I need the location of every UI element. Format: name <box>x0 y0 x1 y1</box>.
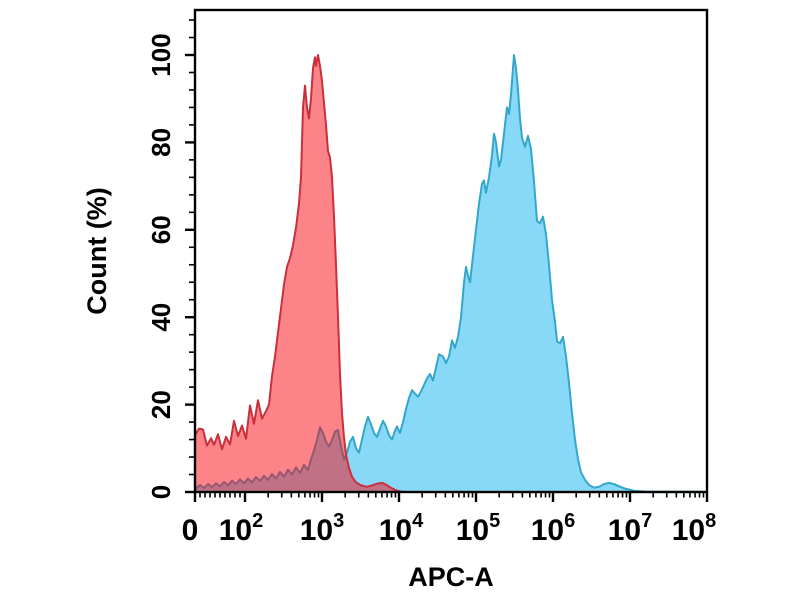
y-tick-label: 100 <box>146 33 176 76</box>
x-tick-label: 106 <box>531 510 576 547</box>
y-tick-label: 80 <box>146 128 176 157</box>
histogram-curves <box>194 54 708 493</box>
y-tick-label: 60 <box>146 215 176 244</box>
y-tick-label: 40 <box>146 303 176 332</box>
x-tick-label: 107 <box>608 510 653 547</box>
red-histogram-curve <box>194 54 407 493</box>
y-axis-ticks: 0 20 40 60 80 100 <box>146 19 195 499</box>
x-tick-label: 102 <box>219 510 264 547</box>
plot-frame <box>193 8 709 494</box>
x-tick-label: 0 <box>182 514 199 547</box>
y-axis-title: Count (%) <box>82 187 112 314</box>
x-tick-label: 103 <box>300 510 345 547</box>
y-tick-label: 20 <box>146 390 176 419</box>
x-axis-title: APC-A <box>408 562 494 592</box>
x-tick-label: 108 <box>672 510 717 547</box>
x-axis-ticks: 0 102 103 104 105 106 107 108 <box>182 492 717 547</box>
x-tick-label: 105 <box>456 510 501 547</box>
y-tick-label: 0 <box>146 485 176 499</box>
x-tick-label: 104 <box>379 510 424 547</box>
